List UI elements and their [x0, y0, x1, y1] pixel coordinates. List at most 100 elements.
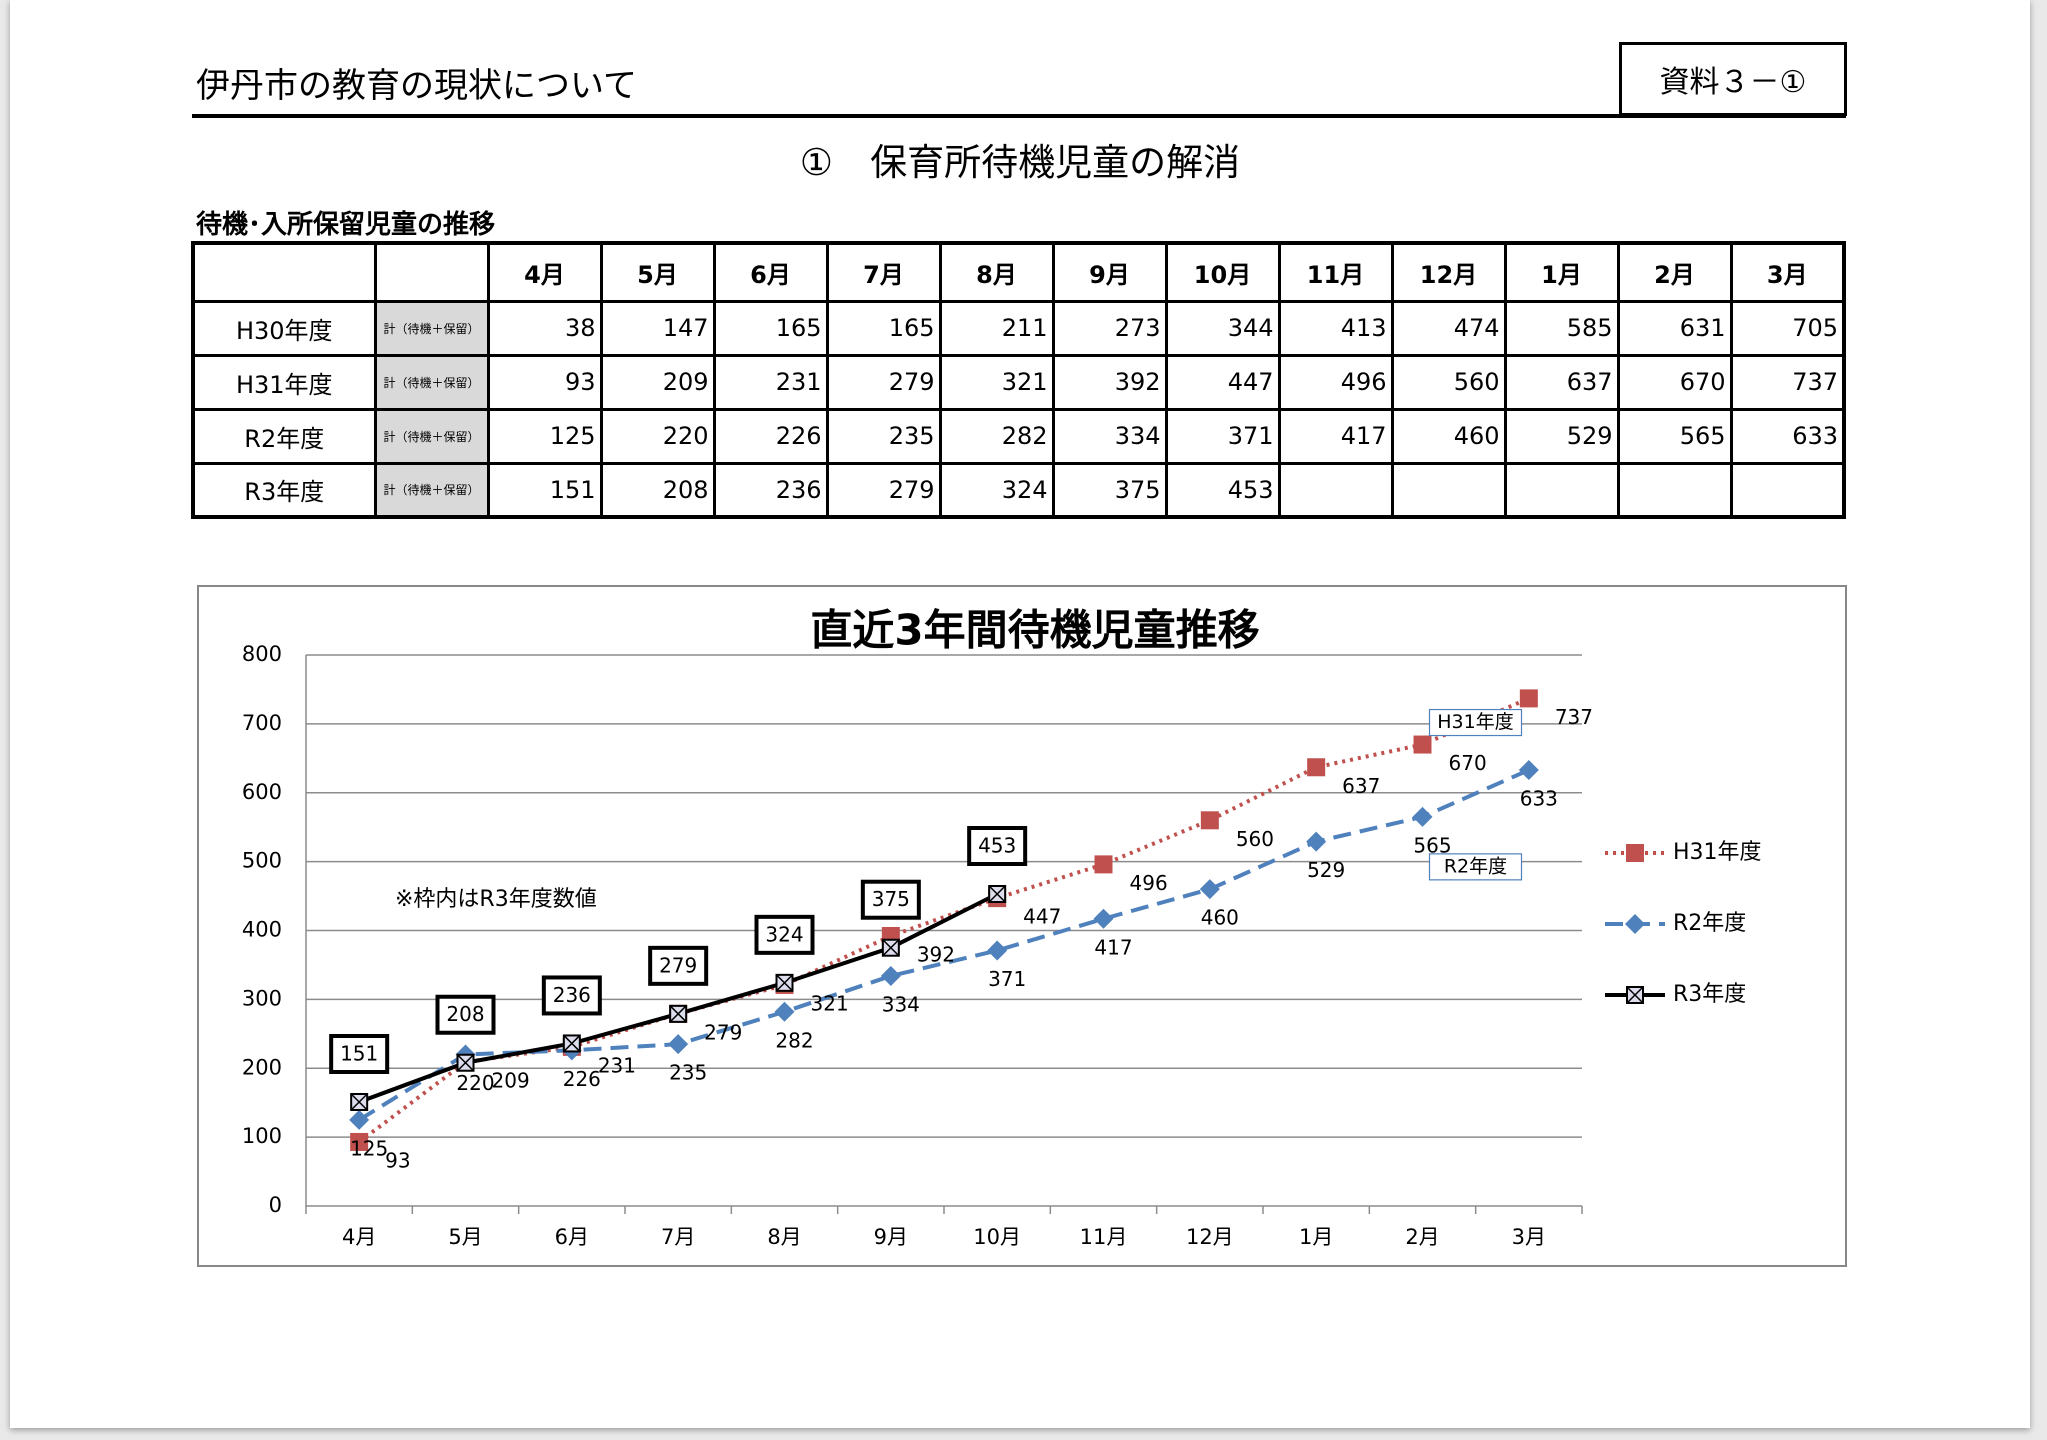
- x-tick-label: 2月: [1405, 1225, 1439, 1249]
- marker-cross: [669, 1005, 687, 1023]
- marker: [668, 1034, 689, 1055]
- x-tick-label: 3月: [1512, 1225, 1546, 1249]
- data-label: 334: [882, 992, 920, 1016]
- x-tick-label: 5月: [448, 1225, 482, 1249]
- data-label: 324: [765, 922, 803, 946]
- marker: [350, 1132, 369, 1151]
- data-table: 4月 5月 6月 7月 8月 9月 10月 11月 12月 1月 2月 3月 H30年度 計（待機＋保留）…: [191, 241, 1846, 519]
- value-cell: 565: [1616, 407, 1733, 465]
- data-label: 279: [659, 953, 697, 977]
- marker: [775, 973, 794, 992]
- value-cell: 631: [1616, 299, 1733, 357]
- x-tick-label: 12月: [1186, 1225, 1234, 1249]
- data-label: 460: [1201, 906, 1239, 930]
- row-note: 計（待機＋保留）: [373, 299, 490, 357]
- data-label: 670: [1449, 751, 1487, 775]
- value-cell: 279: [825, 461, 942, 519]
- column-header: 1月: [1503, 241, 1620, 303]
- marker: [1094, 855, 1113, 874]
- column-header: 3月: [1729, 241, 1846, 303]
- marker: [987, 940, 1008, 961]
- y-tick-label: 0: [269, 1193, 282, 1217]
- value-cell: 321: [938, 353, 1055, 411]
- x-tick-label: 7月: [661, 1225, 695, 1249]
- marker: [350, 1092, 369, 1111]
- x-tick-label: 9月: [874, 1225, 908, 1249]
- chart-title: 直近3年間待機児童推移: [810, 606, 1259, 655]
- value-cell: 220: [599, 407, 716, 465]
- value-cell: 273: [1051, 299, 1168, 357]
- data-label: 231: [598, 1053, 636, 1077]
- value-cell: 585: [1503, 299, 1620, 357]
- doc-title: 伊丹市の教育の現状について: [196, 66, 637, 106]
- marker-cross: [350, 1093, 368, 1111]
- x-tick-label: 4月: [342, 1225, 376, 1249]
- value-cell: 282: [938, 407, 1055, 465]
- row-label: H30年度: [191, 299, 377, 357]
- value-cell: 165: [712, 299, 829, 357]
- data-label-box: [435, 994, 496, 1035]
- marker: [1199, 879, 1220, 900]
- y-tick-label: 800: [242, 642, 282, 666]
- data-label: 633: [1520, 787, 1558, 811]
- data-label: 392: [917, 943, 955, 967]
- data-row: R3年度 計（待機＋保留） 151 208 236 279 324 375 453: [191, 461, 1846, 519]
- marker: [1626, 986, 1644, 1004]
- data-label-box: [648, 945, 709, 986]
- data-label: 453: [978, 833, 1016, 857]
- value-cell: 737: [1729, 353, 1846, 411]
- value-cell: 637: [1503, 353, 1620, 411]
- data-label-box: [754, 914, 815, 955]
- data-label-box: [860, 879, 921, 920]
- value-cell: 453: [1164, 461, 1281, 519]
- marker: [1413, 735, 1432, 754]
- series-tag-box: [1428, 708, 1523, 737]
- marker: [562, 1034, 581, 1053]
- marker-cross: [1626, 986, 1644, 1004]
- column-header: 5月: [599, 241, 716, 303]
- empty-cell: [1390, 461, 1507, 519]
- data-label: 321: [811, 991, 849, 1015]
- corner-cell: [191, 241, 377, 303]
- value-cell: 236: [712, 461, 829, 519]
- value-cell: 670: [1616, 353, 1733, 411]
- data-label: 496: [1130, 871, 1168, 895]
- value-cell: 165: [825, 299, 942, 357]
- value-cell: 125: [486, 407, 603, 465]
- data-label: 637: [1342, 774, 1380, 798]
- annotation: ※枠内はR3年度数値: [395, 887, 597, 912]
- marker-cross: [456, 1054, 475, 1072]
- data-label: 208: [446, 1002, 484, 1026]
- value-cell: 413: [1277, 299, 1394, 357]
- value-cell: 447: [1164, 353, 1281, 411]
- y-tick-label: 500: [242, 849, 282, 873]
- marker: [881, 938, 900, 957]
- value-cell: 279: [825, 353, 942, 411]
- value-cell: 93: [486, 353, 603, 411]
- column-header: 7月: [825, 241, 942, 303]
- empty-cell: [1616, 461, 1733, 519]
- data-label: 447: [1023, 905, 1061, 929]
- value-cell: 474: [1390, 299, 1507, 357]
- data-label: 125: [350, 1136, 388, 1160]
- corner-cell: [373, 241, 490, 303]
- legend-label: H31年度: [1673, 840, 1762, 865]
- value-cell: 151: [486, 461, 603, 519]
- marker: [1519, 689, 1538, 708]
- column-header: 2月: [1616, 241, 1733, 303]
- row-label: H31年度: [191, 353, 377, 411]
- column-header: 12月: [1390, 241, 1507, 303]
- x-tick-label: 8月: [767, 1225, 801, 1249]
- value-cell: 392: [1051, 353, 1168, 411]
- y-tick-label: 600: [242, 780, 282, 804]
- value-cell: 417: [1277, 407, 1394, 465]
- x-tick-label: 11月: [1080, 1225, 1128, 1249]
- data-label-box: [329, 1033, 390, 1074]
- data-row: R2年度 計（待機＋保留） 125 220 226 235 282 334 371 417 460 5…: [191, 407, 1846, 465]
- title-rule: [192, 114, 1846, 118]
- data-label: 529: [1307, 858, 1345, 882]
- column-header: 9月: [1051, 241, 1168, 303]
- section-title: ① 保育所待機児童の解消: [799, 141, 1241, 184]
- marker: [669, 1004, 688, 1023]
